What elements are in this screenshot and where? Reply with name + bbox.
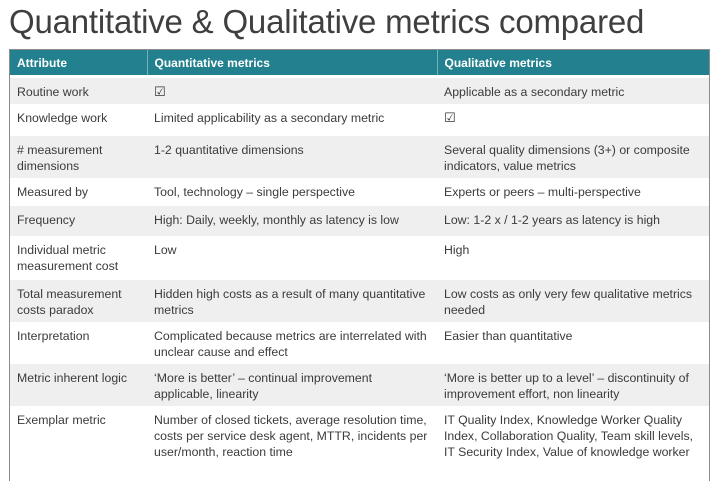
attribute-cell: Measured by (10, 178, 147, 206)
table-row: Individual metric measurement cost Low H… (10, 236, 709, 280)
quantitative-cell: Hidden high costs as a result of many qu… (147, 280, 437, 322)
qualitative-cell: Low: 1-2 x / 1-2 years as latency is hig… (437, 206, 709, 236)
qualitative-cell: Low costs as only very few qualitative m… (437, 280, 709, 322)
table-row: # measurement dimensions 1-2 quantitativ… (10, 136, 709, 178)
table-row: Total measurement costs paradox Hidden h… (10, 280, 709, 322)
qualitative-cell: ‘More is better up to a level’ – discont… (437, 364, 709, 406)
qualitative-cell: ☑ (437, 104, 709, 136)
header-quantitative: Quantitative metrics (147, 50, 438, 78)
attribute-cell: Total measurement costs paradox (10, 280, 147, 322)
attribute-cell: Metric inherent logic (10, 364, 147, 406)
comparison-table-container: Attribute Quantitative metrics Qualitati… (9, 49, 710, 484)
attribute-cell: Interpretation (10, 322, 147, 364)
checkbox-checked-icon: ☑ (444, 110, 456, 125)
comparison-table: Attribute Quantitative metrics Qualitati… (10, 50, 709, 484)
quantitative-cell: ☑ (147, 76, 437, 104)
qualitative-cell: IT Quality Index, Knowledge Worker Quali… (437, 406, 709, 484)
header-attribute: Attribute (10, 50, 148, 78)
table-row: Knowledge work Limited applicability as … (10, 104, 709, 136)
qualitative-cell: Easier than quantitative (437, 322, 709, 364)
qualitative-cell: Several quality dimensions (3+) or compo… (437, 136, 709, 178)
quantitative-cell: Low (147, 236, 437, 280)
attribute-cell: Frequency (10, 206, 147, 236)
table-row: Metric inherent logic ‘More is better’ –… (10, 364, 709, 406)
quantitative-cell: Complicated because metrics are interrel… (147, 322, 437, 364)
quantitative-cell: ‘More is better’ – continual improvement… (147, 364, 437, 406)
qualitative-cell: High (437, 236, 709, 280)
table-row: Routine work ☑ Applicable as a secondary… (10, 76, 709, 104)
attribute-cell: Routine work (10, 76, 147, 104)
table-header-row: Attribute Quantitative metrics Qualitati… (10, 50, 709, 78)
table-row: Frequency High: Daily, weekly, monthly a… (10, 206, 709, 236)
table-row: Measured by Tool, technology – single pe… (10, 178, 709, 206)
attribute-cell: Exemplar metric (10, 406, 147, 484)
header-qualitative: Qualitative metrics (437, 50, 709, 78)
table-row: Interpretation Complicated because metri… (10, 322, 709, 364)
attribute-cell: # measurement dimensions (10, 136, 147, 178)
checkbox-checked-icon: ☑ (154, 84, 166, 99)
attribute-cell: Individual metric measurement cost (10, 236, 147, 280)
quantitative-cell: Number of closed tickets, average resolu… (147, 406, 437, 484)
quantitative-cell: Tool, technology – single perspective (147, 178, 437, 206)
quantitative-cell: 1-2 quantitative dimensions (147, 136, 437, 178)
page-title: Quantitative & Qualitative metrics compa… (9, 3, 645, 40)
quantitative-cell: High: Daily, weekly, monthly as latency … (147, 206, 437, 236)
table-row: Exemplar metric Number of closed tickets… (10, 406, 709, 484)
quantitative-cell: Limited applicability as a secondary met… (147, 104, 437, 136)
attribute-cell: Knowledge work (10, 104, 147, 136)
qualitative-cell: Applicable as a secondary metric (437, 76, 709, 104)
qualitative-cell: Experts or peers – multi-perspective (437, 178, 709, 206)
